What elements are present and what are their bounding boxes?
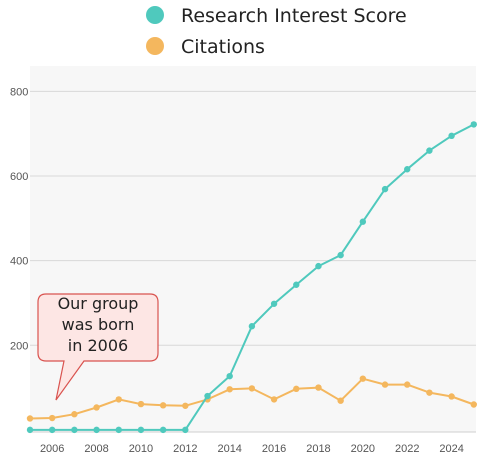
x-tick-label: 2024 bbox=[439, 443, 463, 455]
data-point bbox=[71, 426, 78, 434]
data-point bbox=[293, 281, 300, 288]
data-point bbox=[248, 323, 256, 330]
data-point bbox=[315, 384, 322, 391]
data-point bbox=[426, 147, 433, 154]
data-point bbox=[470, 401, 477, 408]
data-point bbox=[337, 397, 344, 404]
data-point bbox=[248, 385, 256, 392]
data-point bbox=[71, 411, 78, 418]
data-point bbox=[137, 426, 145, 434]
x-tick-label: 2022 bbox=[395, 443, 419, 455]
data-point bbox=[137, 400, 145, 408]
data-point bbox=[381, 381, 389, 388]
data-point bbox=[115, 426, 122, 434]
data-point bbox=[315, 262, 322, 270]
x-tick-label: 2018 bbox=[306, 443, 330, 455]
data-point bbox=[48, 426, 56, 434]
data-point bbox=[226, 386, 233, 393]
data-point bbox=[381, 185, 389, 193]
data-point bbox=[48, 414, 56, 422]
data-point bbox=[26, 426, 34, 434]
data-point bbox=[470, 121, 477, 128]
data-point bbox=[404, 166, 411, 173]
callout-text-line: was born bbox=[62, 315, 135, 334]
data-point bbox=[359, 375, 367, 382]
x-tick-label: 2016 bbox=[262, 443, 286, 455]
data-point bbox=[115, 396, 122, 403]
data-point bbox=[448, 393, 455, 400]
plot-area bbox=[30, 66, 476, 432]
grid bbox=[30, 90, 476, 433]
series-layer bbox=[26, 121, 477, 434]
legend-label: Research Interest Score bbox=[181, 5, 407, 27]
x-tick-label: 2010 bbox=[129, 443, 153, 455]
x-axis: 2006 2008 2010 2012 2014 2016 2018 2020 2022 2024 bbox=[40, 443, 464, 455]
y-tick-label: 400 bbox=[10, 256, 28, 268]
data-point bbox=[182, 402, 189, 409]
x-tick-label: 2012 bbox=[173, 443, 197, 455]
y-tick-label: 800 bbox=[10, 86, 28, 98]
callout-text-line: Our group bbox=[58, 294, 139, 313]
data-point bbox=[182, 426, 189, 434]
data-point bbox=[448, 132, 455, 140]
data-point bbox=[226, 372, 233, 380]
data-point bbox=[270, 300, 278, 307]
data-point bbox=[270, 396, 278, 403]
legend-marker bbox=[146, 37, 164, 55]
callout-text-line: in 2006 bbox=[68, 336, 128, 355]
legend: Research Interest Score Citations bbox=[146, 5, 407, 58]
data-point bbox=[426, 389, 433, 396]
plot-background bbox=[30, 66, 476, 432]
x-tick-label: 2014 bbox=[217, 443, 241, 455]
data-point bbox=[293, 385, 300, 393]
data-point bbox=[93, 426, 100, 434]
data-point bbox=[359, 218, 367, 225]
data-point bbox=[93, 404, 100, 411]
callout-bubble bbox=[37, 293, 159, 401]
x-tick-label: 2006 bbox=[40, 443, 64, 455]
data-point bbox=[159, 402, 167, 409]
data-point bbox=[159, 426, 167, 434]
legend-marker bbox=[146, 6, 164, 24]
x-tick-label: 2008 bbox=[84, 443, 108, 455]
y-tick-label: 600 bbox=[10, 171, 28, 183]
data-point bbox=[204, 392, 211, 400]
legend-label: Citations bbox=[181, 36, 265, 58]
data-point bbox=[404, 381, 411, 388]
data-point bbox=[337, 251, 344, 259]
data-point bbox=[26, 415, 34, 422]
y-axis: 200 400 600 800 bbox=[10, 86, 28, 352]
x-tick-label: 2020 bbox=[351, 443, 375, 455]
y-tick-label: 200 bbox=[10, 340, 28, 352]
annotation-callout: Our group was born in 2006 bbox=[37, 293, 159, 401]
